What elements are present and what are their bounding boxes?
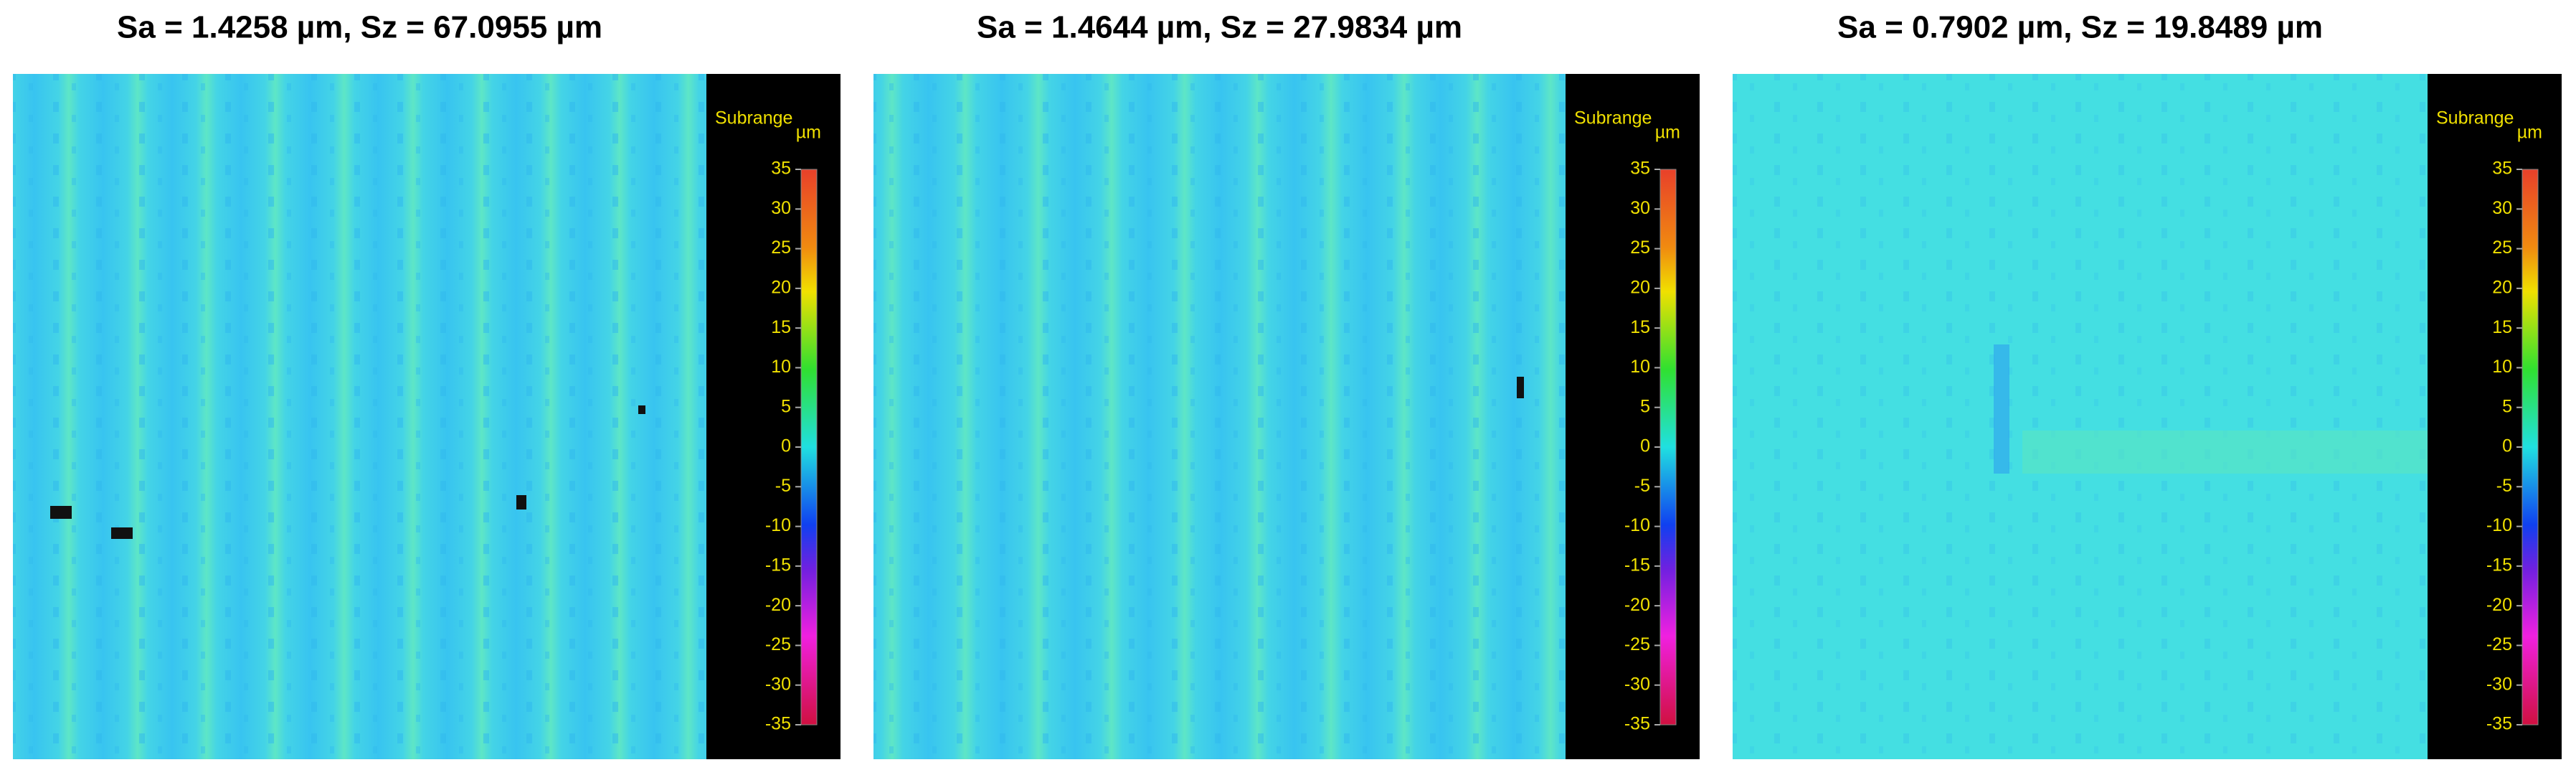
surface-map [873,74,1566,759]
colorbar-tick-label: -30 [1624,674,1650,694]
colorbar-label: Subrange [715,108,792,128]
colorbar-tick-label: 10 [1630,357,1650,377]
colorbar-tick-label: -15 [2486,555,2512,575]
colorbar-tick-label: -20 [2486,595,2512,615]
colorbar-tick-label: 15 [771,317,791,337]
panel-title: Sa = 0.7902 µm, Sz = 19.8489 µm [1837,10,2323,45]
colorbar-tick-label: -25 [1624,634,1650,654]
colorbar-tick-label: -20 [1624,595,1650,615]
colorbar-tick-label: 25 [1630,238,1650,258]
colorbar-tick-label: -35 [765,714,791,734]
colorbar-tick-label: -20 [765,595,791,615]
surface-map [1733,74,2428,759]
colorbar-tick-label: -10 [1624,515,1650,535]
colorbar-tick-label: 20 [1630,277,1650,297]
panel-title: Sa = 1.4644 µm, Sz = 27.9834 µm [977,10,1462,45]
colorbar-tick-label: 10 [2492,357,2512,377]
colorbar-unit: µm [796,123,821,143]
colorbar-label: Subrange [1574,108,1652,128]
colorbar-tick-label: -30 [765,674,791,694]
colorbar-tick-label: 5 [2502,396,2512,416]
colorbar-tick-label: -10 [2486,515,2512,535]
colorbar-tick-label: -35 [1624,714,1650,734]
colorbar-tick-label: 5 [781,396,791,416]
colorbar-tick-label: 5 [1640,396,1650,416]
colorbar-label: Subrange [2436,108,2514,128]
colorbar-tick-label: -10 [765,515,791,535]
colorbar-background [706,74,840,759]
colorbar-tick-label: -15 [1624,555,1650,575]
colorbar-tick-label: 15 [1630,317,1650,337]
colorbar-gradient [2521,169,2539,725]
colorbar-tick-label: 25 [2492,238,2512,258]
colorbar-tick-label: 10 [771,357,791,377]
colorbar-tick-label: -15 [765,555,791,575]
colorbar-tick-label: 20 [771,277,791,297]
colorbar-tick-label: 30 [2492,198,2512,218]
colorbar-tick-label: -5 [2496,476,2512,496]
colorbar-gradient [1659,169,1677,725]
colorbar-tick-label: 35 [771,159,791,179]
colorbar-background [2428,74,2562,759]
colorbar-tick-label: -30 [2486,674,2512,694]
colorbar-unit: µm [1655,123,1680,143]
colorbar-tick-label: 0 [781,436,791,456]
colorbar-tick-label: -25 [2486,634,2512,654]
colorbar-tick-label: 0 [2502,436,2512,456]
colorbar-tick-label: 15 [2492,317,2512,337]
surface-map [13,74,706,759]
colorbar-tick-label: -5 [775,476,791,496]
colorbar-unit: µm [2517,123,2542,143]
colorbar-tick-label: 20 [2492,277,2512,297]
panel-title: Sa = 1.4258 µm, Sz = 67.0955 µm [117,10,602,45]
colorbar-gradient [800,169,818,725]
colorbar-tick-label: 35 [2492,159,2512,179]
colorbar-tick-label: -35 [2486,714,2512,734]
colorbar-tick-label: 35 [1630,159,1650,179]
colorbar-tick-label: 25 [771,238,791,258]
colorbar-tick-label: 30 [1630,198,1650,218]
colorbar-tick-label: 0 [1640,436,1650,456]
colorbar-background [1566,74,1700,759]
colorbar-tick-label: 30 [771,198,791,218]
colorbar-tick-label: -25 [765,634,791,654]
colorbar-tick-label: -5 [1634,476,1650,496]
